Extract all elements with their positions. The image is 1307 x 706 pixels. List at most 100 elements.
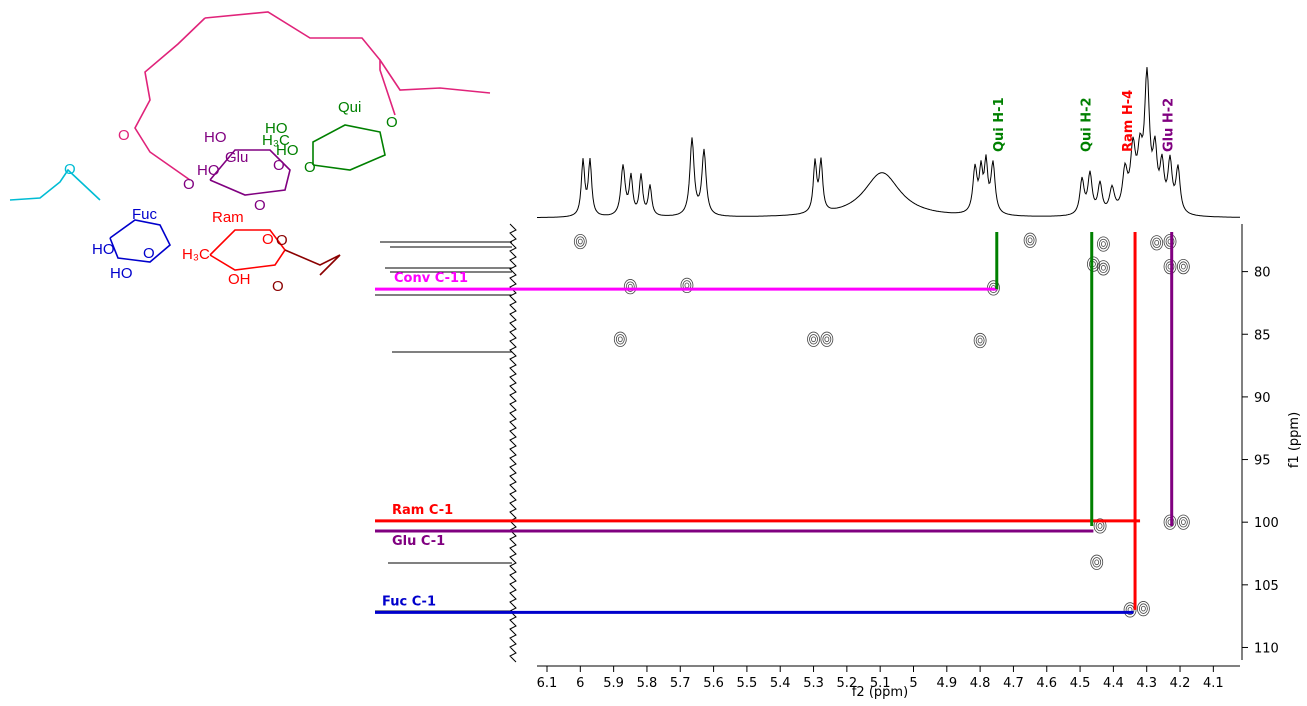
contour: [822, 334, 832, 345]
x-tick-label: 5.2: [837, 676, 858, 691]
cross-peak: [1136, 601, 1150, 617]
structure: [9, 11, 491, 276]
contour: [613, 331, 627, 347]
axes: 6.1 6 5.9 5.8 5.7 5.6 5.5 5.4 5.3 5.2 5.1 5 4.9 4.8 4.…: [537, 224, 1279, 691]
ring: [312, 124, 386, 171]
correlation-label: Ram H-4: [1121, 90, 1136, 152]
correlation-label: Qui H-2: [1080, 97, 1095, 152]
structure-label: HO: [204, 129, 227, 146]
x-tick-label: 6: [576, 676, 584, 691]
contour: [973, 332, 987, 349]
correlation-label: Glu H-2: [1162, 98, 1177, 152]
cross-peak: [820, 331, 834, 347]
cross-peak: [573, 233, 587, 250]
structure-label: O: [183, 176, 195, 193]
cross-peak: [1163, 258, 1177, 275]
structure-label: Ram: [212, 209, 244, 226]
structure-label: O: [64, 161, 76, 178]
structure-label: OH: [228, 271, 251, 288]
y-tick-label: 95: [1254, 454, 1271, 469]
contour: [1150, 235, 1164, 251]
ring: [109, 219, 171, 263]
cross-peak: [1176, 258, 1190, 275]
y-tick-label: 105: [1254, 579, 1279, 594]
ester: [9, 168, 101, 201]
structure-label: H₃C: [182, 246, 210, 263]
x-tick-label: 4.7: [1003, 676, 1024, 691]
cross-peak: [1163, 233, 1177, 250]
contour: [1098, 238, 1108, 250]
correlation-label: Glu C-1: [392, 534, 445, 549]
contour: [1140, 605, 1146, 612]
contour: [617, 336, 623, 343]
y-tick-label: 85: [1254, 328, 1271, 343]
contour: [975, 335, 985, 346]
contour: [1089, 258, 1098, 270]
x-tick-label: 4.5: [1070, 676, 1091, 691]
contour: [1178, 516, 1188, 528]
contour: [1165, 261, 1175, 272]
contour: [1100, 265, 1106, 271]
correlation-label: Fuc C-1: [382, 594, 436, 609]
x-tick-label: 4.6: [1036, 676, 1057, 691]
contour: [680, 277, 694, 293]
contour: [1092, 557, 1102, 568]
contour: [824, 336, 830, 343]
contour: [1138, 603, 1148, 614]
contour: [1165, 516, 1175, 528]
contour: [1176, 258, 1190, 275]
cross-peak: [973, 332, 987, 349]
contour: [1096, 260, 1110, 276]
contour: [684, 282, 690, 289]
contour: [1178, 261, 1188, 272]
cross-peak: [1150, 235, 1164, 251]
contour: [1087, 256, 1100, 272]
y-tick-label: 110: [1254, 641, 1279, 656]
structure-label: Glu: [225, 149, 248, 166]
x-axis-title: f2 (ppm): [852, 685, 908, 700]
structure-label: O: [118, 127, 130, 144]
contour: [1094, 559, 1100, 566]
x-tick-label: 4.3: [1136, 676, 1157, 691]
x-tick-label: 5.6: [703, 676, 724, 691]
contour: [577, 238, 583, 245]
cross-peak: [1096, 260, 1110, 276]
x-tick-label: 5.4: [770, 676, 791, 691]
x-tick-label: 4.2: [1170, 676, 1191, 691]
ring: [209, 149, 291, 196]
contour: [1097, 523, 1103, 529]
contour: [820, 331, 834, 347]
y-tick-label: 90: [1254, 391, 1271, 406]
structure-label: Qui: [338, 99, 361, 116]
x-tick-label: 5.5: [737, 676, 758, 691]
correlation-label: Conv C-11: [394, 271, 468, 286]
contour: [615, 334, 625, 345]
x-tick-label: 6.1: [537, 676, 558, 691]
structure-label: O: [273, 157, 285, 174]
contour: [625, 281, 635, 292]
contour: [1100, 241, 1106, 247]
contour: [1090, 554, 1104, 570]
structure-label: O: [272, 278, 284, 295]
chain: [134, 17, 206, 181]
contour: [1163, 258, 1177, 275]
cross-peak: [807, 331, 820, 347]
contour: [1025, 235, 1035, 246]
cross-peak: [1023, 232, 1037, 248]
chain: [204, 11, 396, 116]
structure-label: O: [143, 245, 155, 262]
x-tick-label: 5.9: [603, 676, 624, 691]
structure-label: O: [276, 232, 288, 249]
y-tick-label: 80: [1254, 266, 1271, 281]
cross-peak: [1176, 514, 1190, 530]
contour: [977, 337, 983, 344]
ester: [284, 249, 341, 276]
contour: [1023, 232, 1037, 248]
contour: [1165, 236, 1175, 247]
cross-peak: [1163, 514, 1177, 530]
x-tick-label: 4.9: [936, 676, 957, 691]
contour: [1093, 518, 1107, 534]
chain: [379, 59, 491, 94]
contour: [1163, 514, 1177, 530]
